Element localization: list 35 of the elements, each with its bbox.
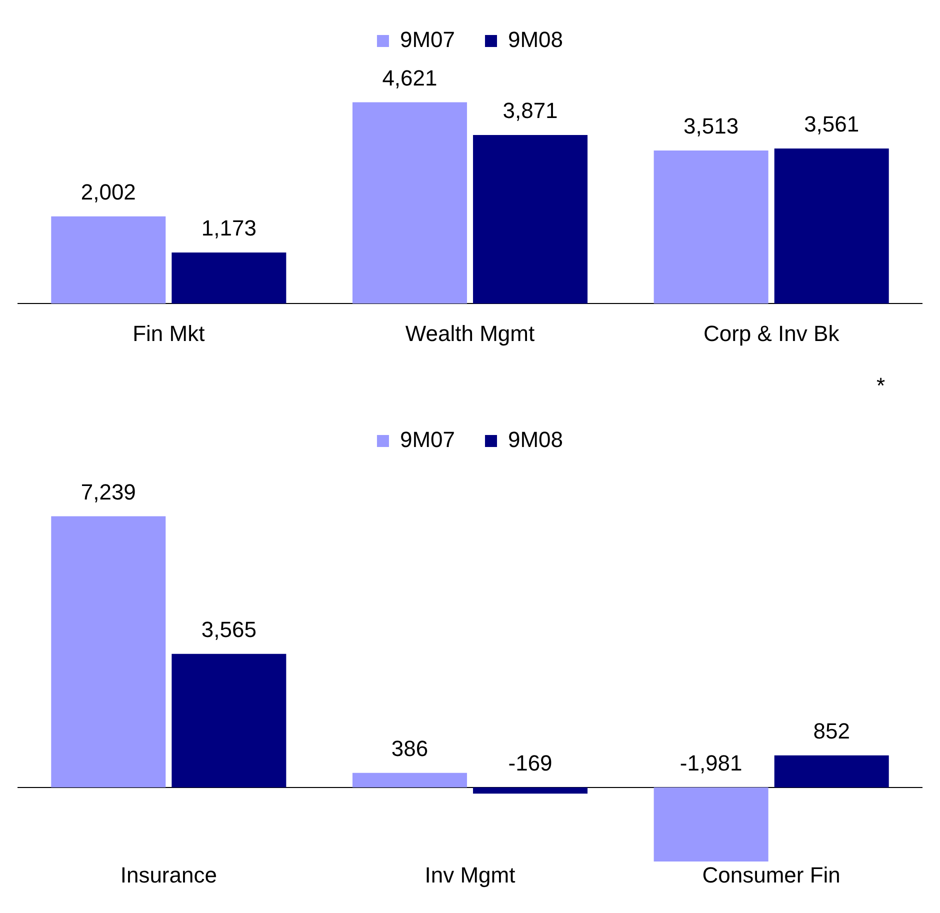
x-tick-label: Insurance	[120, 862, 217, 888]
data-label: 3,561	[804, 112, 860, 137]
data-label: 852	[813, 718, 850, 744]
legend-label: 9M07	[400, 427, 456, 452]
data-label: -169	[508, 750, 552, 776]
x-tick-label: Consumer Fin	[702, 862, 840, 888]
bar	[172, 654, 286, 788]
legend-label: 9M08	[508, 427, 564, 452]
x-tick-label: Inv Mgmt	[424, 862, 516, 888]
x-tick-label: Wealth Mgmt	[405, 320, 535, 346]
legend-label: 9M07	[400, 27, 456, 52]
bar	[51, 516, 166, 788]
bar	[654, 150, 768, 304]
data-label: -1,981	[680, 750, 742, 776]
text: *	[876, 373, 886, 398]
data-label: 3,871	[502, 98, 558, 124]
data-label: 7,239	[80, 479, 136, 504]
x-tick-label: Fin Mkt	[132, 320, 205, 346]
data-label: 2,002	[80, 179, 136, 204]
bar	[352, 772, 467, 788]
bar	[473, 134, 588, 304]
bar	[352, 102, 467, 304]
legend-label: 9M08	[508, 27, 564, 52]
data-label: 3,513	[684, 114, 739, 139]
data-label: 4,621	[382, 65, 438, 90]
bar	[172, 252, 286, 304]
data-label: 1,173	[201, 216, 256, 241]
data-label: 386	[391, 736, 428, 761]
bar	[51, 216, 166, 304]
data-label: 3,565	[201, 616, 256, 642]
bar	[654, 787, 768, 862]
bar	[774, 755, 889, 788]
x-tick-label: Corp & Inv Bk	[703, 320, 840, 346]
bar	[774, 148, 889, 304]
bar	[473, 787, 588, 794]
